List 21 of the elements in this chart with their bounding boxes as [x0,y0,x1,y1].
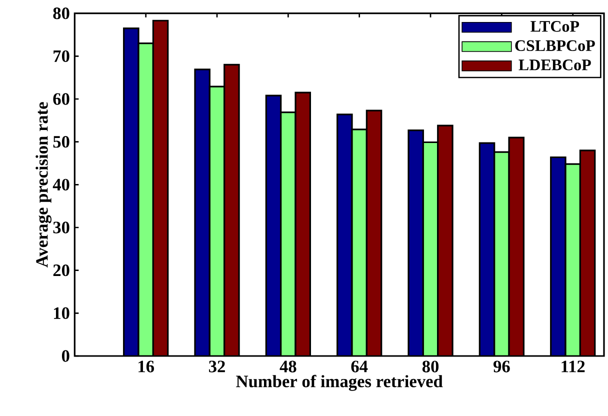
y-tick-label: 50 [53,136,70,148]
y-tick-label: 20 [53,264,70,276]
x-tick-label: 80 [422,360,439,372]
x-axis-title: Number of images retrieved [236,374,443,391]
legend-label: LDEBCoP [518,60,591,70]
y-axis-title: Average precision rate [36,102,52,268]
y-tick-label: 10 [54,307,70,319]
legend-label: CSLBPCoP [515,40,595,52]
y-tick-label: 60 [53,93,70,105]
x-tick-label: 112 [562,360,585,372]
x-tick-label: 16 [138,360,154,372]
x-tick-label: 96 [494,360,510,372]
y-tick-label: 0 [62,350,70,362]
x-tick-label: 32 [208,360,225,372]
x-tick-label: 64 [351,360,368,372]
x-tick-label: 48 [280,360,296,372]
y-tick-label: 80 [53,7,70,20]
y-tick-label: 70 [54,50,70,62]
y-tick-label: 30 [53,222,70,234]
legend-label: LTCoP [530,21,580,32]
y-tick-label: 40 [52,178,70,191]
